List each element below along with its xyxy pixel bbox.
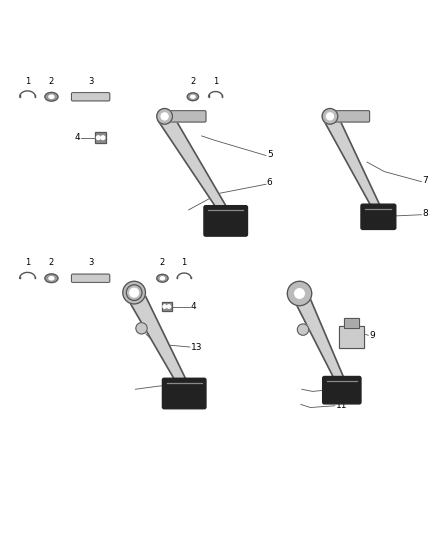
Circle shape xyxy=(287,281,312,305)
Text: 2: 2 xyxy=(49,77,54,86)
Circle shape xyxy=(126,285,142,301)
Text: 10: 10 xyxy=(336,385,347,394)
Circle shape xyxy=(167,305,171,308)
FancyBboxPatch shape xyxy=(71,93,110,101)
FancyBboxPatch shape xyxy=(204,206,247,236)
Text: 2: 2 xyxy=(49,259,54,268)
Text: 1: 1 xyxy=(213,77,218,86)
Text: 12: 12 xyxy=(191,378,202,387)
Circle shape xyxy=(136,322,147,334)
Bar xyxy=(162,302,172,311)
Text: 1: 1 xyxy=(25,77,30,86)
Text: 4: 4 xyxy=(74,133,80,142)
Circle shape xyxy=(96,136,100,140)
Ellipse shape xyxy=(45,274,58,282)
Text: 4: 4 xyxy=(191,302,196,311)
Ellipse shape xyxy=(49,277,54,280)
Text: 2: 2 xyxy=(160,259,165,268)
Ellipse shape xyxy=(187,93,198,101)
Bar xyxy=(95,133,106,143)
Ellipse shape xyxy=(191,95,195,98)
Circle shape xyxy=(297,324,309,335)
FancyBboxPatch shape xyxy=(323,376,361,404)
FancyBboxPatch shape xyxy=(162,378,206,409)
Polygon shape xyxy=(158,112,230,216)
Circle shape xyxy=(131,289,138,296)
Text: 5: 5 xyxy=(267,150,272,159)
Circle shape xyxy=(295,289,304,298)
Circle shape xyxy=(130,288,138,297)
Circle shape xyxy=(161,113,168,120)
Bar xyxy=(95,133,106,143)
Circle shape xyxy=(157,109,173,124)
Text: 1: 1 xyxy=(182,259,187,268)
Circle shape xyxy=(322,109,338,124)
Text: 9: 9 xyxy=(369,331,375,340)
Text: 3: 3 xyxy=(88,259,93,268)
Bar xyxy=(162,302,172,311)
Ellipse shape xyxy=(157,274,168,282)
FancyBboxPatch shape xyxy=(71,274,110,282)
Polygon shape xyxy=(323,113,382,213)
Text: 13: 13 xyxy=(191,343,202,352)
FancyBboxPatch shape xyxy=(339,326,364,348)
Polygon shape xyxy=(293,290,346,386)
FancyBboxPatch shape xyxy=(361,204,396,229)
Text: 1: 1 xyxy=(25,259,30,268)
Polygon shape xyxy=(127,288,188,389)
Circle shape xyxy=(101,136,105,140)
Ellipse shape xyxy=(160,277,165,280)
Ellipse shape xyxy=(45,92,58,101)
Text: 3: 3 xyxy=(88,77,93,86)
Text: 6: 6 xyxy=(267,179,272,188)
Text: 11: 11 xyxy=(336,401,347,410)
Circle shape xyxy=(326,113,333,120)
Text: 8: 8 xyxy=(423,209,428,218)
Text: 7: 7 xyxy=(423,176,428,185)
Ellipse shape xyxy=(49,95,54,99)
Circle shape xyxy=(163,305,166,308)
Circle shape xyxy=(123,281,145,304)
FancyBboxPatch shape xyxy=(328,111,370,122)
Text: 2: 2 xyxy=(190,77,195,86)
FancyBboxPatch shape xyxy=(163,111,206,122)
FancyBboxPatch shape xyxy=(344,318,359,328)
